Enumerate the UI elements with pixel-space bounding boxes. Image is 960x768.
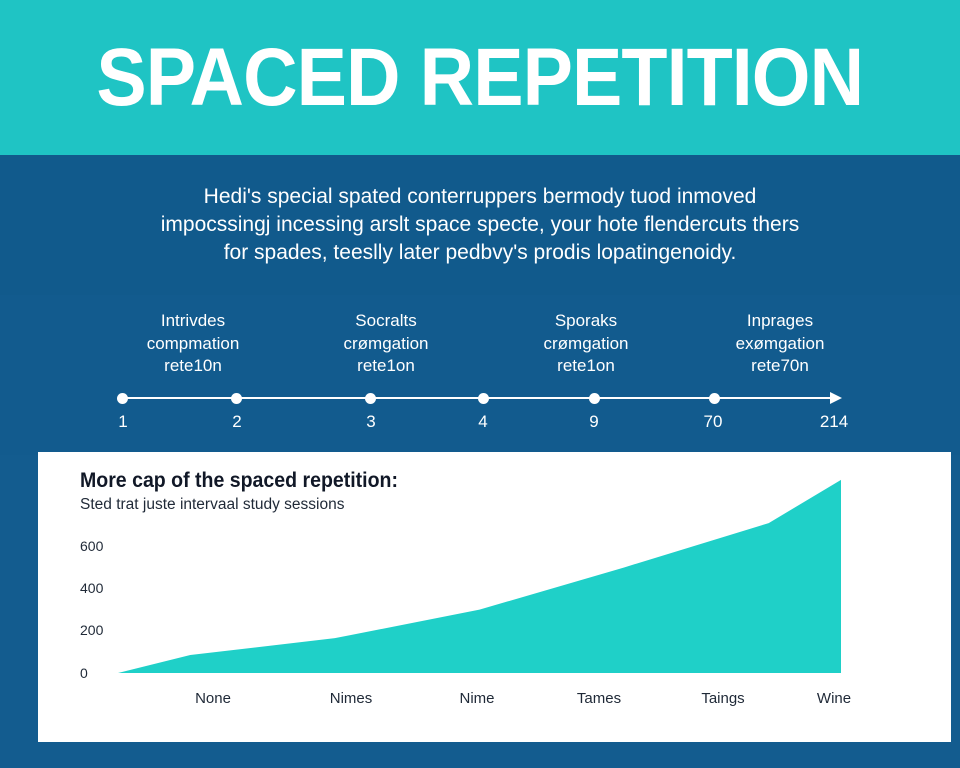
timeline-dot-4 bbox=[478, 393, 489, 404]
timeline-tick-1: 1 bbox=[118, 412, 128, 431]
milestone-label-2: Socralts crømgation rete1on bbox=[296, 310, 476, 378]
chart-card: 600 400 200 0 None Nimes Nime Tames Taings Wine … bbox=[38, 452, 951, 742]
milestone-4-line-1: Inprages bbox=[746, 311, 814, 330]
timeline-tick-6: 70 bbox=[703, 412, 723, 431]
intro-section: Hedi's special spated conterruppers berm… bbox=[0, 155, 960, 295]
timeline-tick-4: 4 bbox=[478, 412, 488, 431]
timeline-tick-5: 9 bbox=[589, 412, 599, 431]
timeline-tick-7: 214 bbox=[819, 412, 849, 431]
timeline-dot-5 bbox=[589, 393, 600, 404]
timeline-dot-6 bbox=[709, 393, 720, 404]
milestone-label-4: Inprages exømgation rete70n bbox=[690, 310, 870, 378]
milestone-1-line-3: rete10n bbox=[164, 356, 222, 375]
milestone-3-line-1: Sporaks bbox=[554, 311, 618, 330]
milestone-4-line-3: rete70n bbox=[751, 356, 809, 375]
y-axis-ticks: 600 400 200 0 bbox=[80, 538, 104, 681]
milestone-3-line-2: crømgation bbox=[543, 333, 629, 353]
timeline-tick-3: 3 bbox=[366, 412, 376, 431]
chart-title: More cap of the spaced repetition: bbox=[80, 469, 398, 492]
milestone-label-3: Sporaks crømgation rete1on bbox=[496, 310, 676, 378]
milestone-2-line-3: rete1on bbox=[357, 356, 415, 375]
intro-line-3: for spades, teeslly later pedbvy's prodi… bbox=[223, 241, 737, 264]
timeline-axis-line bbox=[122, 397, 830, 399]
y-tick-label: 400 bbox=[80, 580, 104, 596]
y-tick-label: 200 bbox=[80, 622, 104, 638]
milestone-1-line-1: Intrivdes bbox=[160, 311, 226, 330]
x-tick-label: None bbox=[195, 690, 231, 707]
chart-subtitle: Sted trat juste intervaal study sessions bbox=[80, 496, 345, 513]
x-tick-label: Nimes bbox=[330, 690, 373, 707]
x-tick-label: Taings bbox=[701, 690, 744, 707]
x-axis-ticks: None Nimes Nime Tames Taings Wine bbox=[195, 690, 851, 707]
intro-line-1: Hedi's special spated conterruppers berm… bbox=[203, 185, 757, 208]
timeline-dot-2 bbox=[231, 393, 242, 404]
x-tick-label: Wine bbox=[817, 690, 851, 707]
timeline: Intrivdes compmation rete10n Socralts cr… bbox=[0, 295, 960, 455]
milestone-4-line-2: exømgation bbox=[735, 333, 825, 353]
intro-line-2: impocssingj incessing arslt space specte… bbox=[160, 213, 800, 236]
y-tick-label: 600 bbox=[80, 538, 104, 554]
area-series bbox=[118, 479, 841, 673]
y-tick-label: 0 bbox=[80, 665, 88, 681]
timeline-tick-2: 2 bbox=[232, 412, 242, 431]
timeline-dot-1 bbox=[117, 393, 128, 404]
timeline-arrow-icon bbox=[830, 392, 842, 404]
header-banner: SPACED REPETITION bbox=[0, 0, 960, 155]
x-tick-label: Tames bbox=[577, 690, 621, 707]
milestone-2-line-1: Socralts bbox=[355, 311, 417, 330]
milestone-3-line-3: rete1on bbox=[557, 356, 615, 375]
milestone-2-line-2: crømgation bbox=[343, 333, 429, 353]
area-chart: 600 400 200 0 None Nimes Nime Tames Taings Wine bbox=[80, 479, 851, 707]
milestone-1-line-2: compmation bbox=[146, 333, 240, 353]
milestone-label-1: Intrivdes compmation rete10n bbox=[103, 310, 283, 378]
x-tick-label: Nime bbox=[459, 690, 494, 707]
page-title: SPACED REPETITION bbox=[96, 31, 865, 123]
timeline-dot-3 bbox=[365, 393, 376, 404]
